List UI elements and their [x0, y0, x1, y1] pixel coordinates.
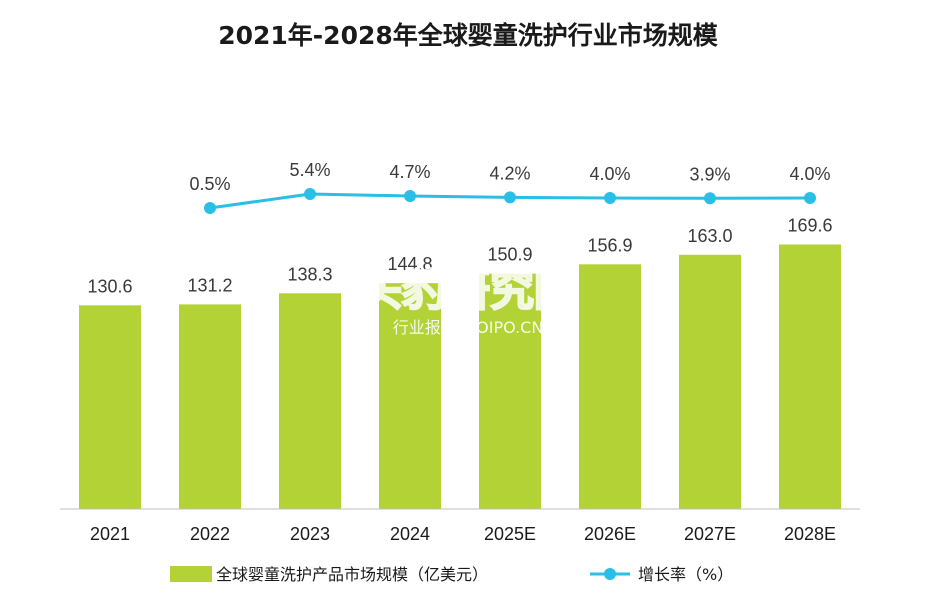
bar-2027E — [679, 254, 741, 509]
watermark: 头豹研究院 行业报告 IPOIPO.CN — [357, 264, 579, 337]
growth-line-group: 0.5% 5.4% 4.7% 4.2% 4.0% 3.9% 4.0% — [189, 160, 831, 214]
x-tick-2025E: 2025E — [484, 524, 536, 544]
watermark-sub: 行业报告 IPOIPO.CN — [393, 318, 544, 337]
bar-value-label-2028E: 169.6 — [787, 216, 832, 236]
bar-value-label-2026E: 156.9 — [587, 235, 632, 255]
growth-label-2026E: 4.0% — [589, 164, 630, 184]
bar-value-label-2025E: 150.9 — [487, 245, 532, 265]
bar-value-label-2027E: 163.0 — [687, 226, 732, 246]
x-tick-2028E: 2028E — [784, 524, 836, 544]
bar-2024 — [379, 283, 441, 509]
growth-label-2028E: 4.0% — [789, 164, 830, 184]
legend: 全球婴童洗护产品市场规模（亿美元） 增长率（%） — [170, 565, 733, 584]
bar-value-label-2021: 130.6 — [87, 276, 132, 296]
growth-label-2022: 0.5% — [189, 174, 230, 194]
bar-2025E — [479, 273, 541, 509]
bar-2026E — [579, 264, 641, 509]
growth-point-2027E — [704, 192, 716, 205]
growth-label-2024: 4.7% — [389, 162, 430, 182]
legend-label-line: 增长率（%） — [638, 565, 733, 584]
x-tick-2022: 2022 — [190, 524, 230, 544]
growth-label-2027E: 3.9% — [689, 164, 730, 184]
bar-2021 — [79, 305, 141, 509]
bar-value-labels: 130.6 131.2 138.3 144.8 150.9 156.9 163.0 169.6 — [87, 216, 832, 297]
x-tick-2027E: 2027E — [684, 524, 736, 544]
bar-2023 — [279, 293, 341, 509]
legend-label-bar: 全球婴童洗护产品市场规模（亿美元） — [216, 565, 488, 584]
bar-2022 — [179, 304, 241, 509]
growth-point-2025E — [504, 191, 516, 204]
bars-group — [79, 244, 841, 509]
growth-point-2026E — [604, 192, 616, 204]
growth-label-2023: 5.4% — [289, 160, 330, 180]
x-tick-2024: 2024 — [390, 524, 430, 544]
chart-title: 2021年-2028年全球婴童洗护行业市场规模 — [218, 21, 719, 50]
growth-point-2028E — [804, 192, 816, 204]
x-tick-2023: 2023 — [290, 524, 330, 544]
growth-label-2025E: 4.2% — [489, 163, 530, 183]
legend-swatch-marker — [604, 568, 616, 580]
bar-value-label-2024: 144.8 — [387, 254, 432, 274]
bar-value-label-2022: 131.2 — [187, 275, 232, 295]
x-tick-labels: 2021 2022 2023 2024 2025E 2026E 2027E 2028E — [90, 524, 836, 544]
bar-value-label-2023: 138.3 — [287, 264, 332, 284]
legend-swatch-bar — [170, 566, 212, 582]
watermark-main: 头豹研究院 — [358, 265, 578, 316]
growth-point-2022 — [204, 202, 216, 214]
growth-point-2024 — [404, 190, 416, 202]
growth-point-2023 — [304, 188, 316, 200]
x-tick-2026E: 2026E — [584, 524, 636, 544]
bar-2028E — [779, 244, 841, 509]
x-tick-2021: 2021 — [90, 524, 130, 544]
